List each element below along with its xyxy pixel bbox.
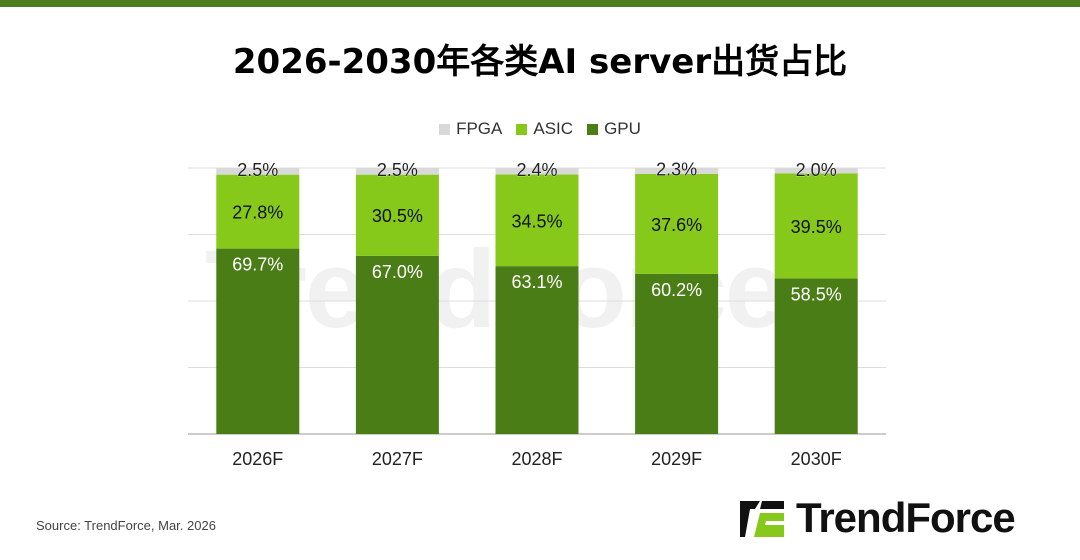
bar-fpga xyxy=(355,168,439,175)
source-note: Source: TrendForce, Mar. 2026 xyxy=(36,518,216,533)
bar-gpu xyxy=(355,255,439,434)
bar-asic xyxy=(774,173,858,279)
data-label: 67.0% xyxy=(372,262,423,282)
data-label: 2.5% xyxy=(237,160,278,180)
data-label: 69.7% xyxy=(232,255,283,275)
data-label: 63.1% xyxy=(511,272,562,292)
data-label: 30.5% xyxy=(372,206,423,226)
legend-gpu: GPU xyxy=(587,119,641,139)
bar-gpu xyxy=(495,266,579,434)
brand-top-bar xyxy=(0,0,1080,7)
data-label: 34.5% xyxy=(511,211,562,231)
x-tick-label: 2029F xyxy=(651,449,702,469)
x-tick-label: 2027F xyxy=(372,449,423,469)
legend-asic: ASIC xyxy=(516,119,573,139)
data-label: 39.5% xyxy=(791,217,842,237)
x-tick-label: 2030F xyxy=(791,449,842,469)
bar-asic xyxy=(216,174,300,249)
logo-mark-icon xyxy=(740,501,784,537)
data-label: 27.8% xyxy=(232,203,283,223)
legend-fpga: FPGA xyxy=(439,119,502,139)
chart-title: 2026-2030年各类AI server出货占比 xyxy=(232,42,848,82)
bar-fpga xyxy=(635,167,719,174)
data-label: 2.3% xyxy=(656,160,697,180)
bar-gpu xyxy=(774,278,858,434)
bar-gpu xyxy=(635,273,719,434)
data-label: 60.2% xyxy=(651,280,702,300)
data-label: 37.6% xyxy=(651,215,702,235)
bar-fpga xyxy=(774,168,858,174)
bar-fpga xyxy=(216,168,300,175)
bar-asic xyxy=(495,174,579,267)
x-tick-label: 2026F xyxy=(232,449,283,469)
data-label: 58.5% xyxy=(791,284,842,304)
legend: FPGA ASIC GPU xyxy=(0,119,1080,139)
x-tick-label: 2028F xyxy=(511,449,562,469)
bar-gpu xyxy=(216,248,300,434)
data-label: 2.4% xyxy=(516,160,557,180)
bar-fpga xyxy=(495,168,579,175)
bar-asic xyxy=(355,174,439,256)
data-label: 2.0% xyxy=(796,160,837,180)
trendforce-logo: TrendForce xyxy=(738,494,1016,542)
bar-asic xyxy=(635,173,719,274)
data-label: 2.5% xyxy=(377,160,418,180)
